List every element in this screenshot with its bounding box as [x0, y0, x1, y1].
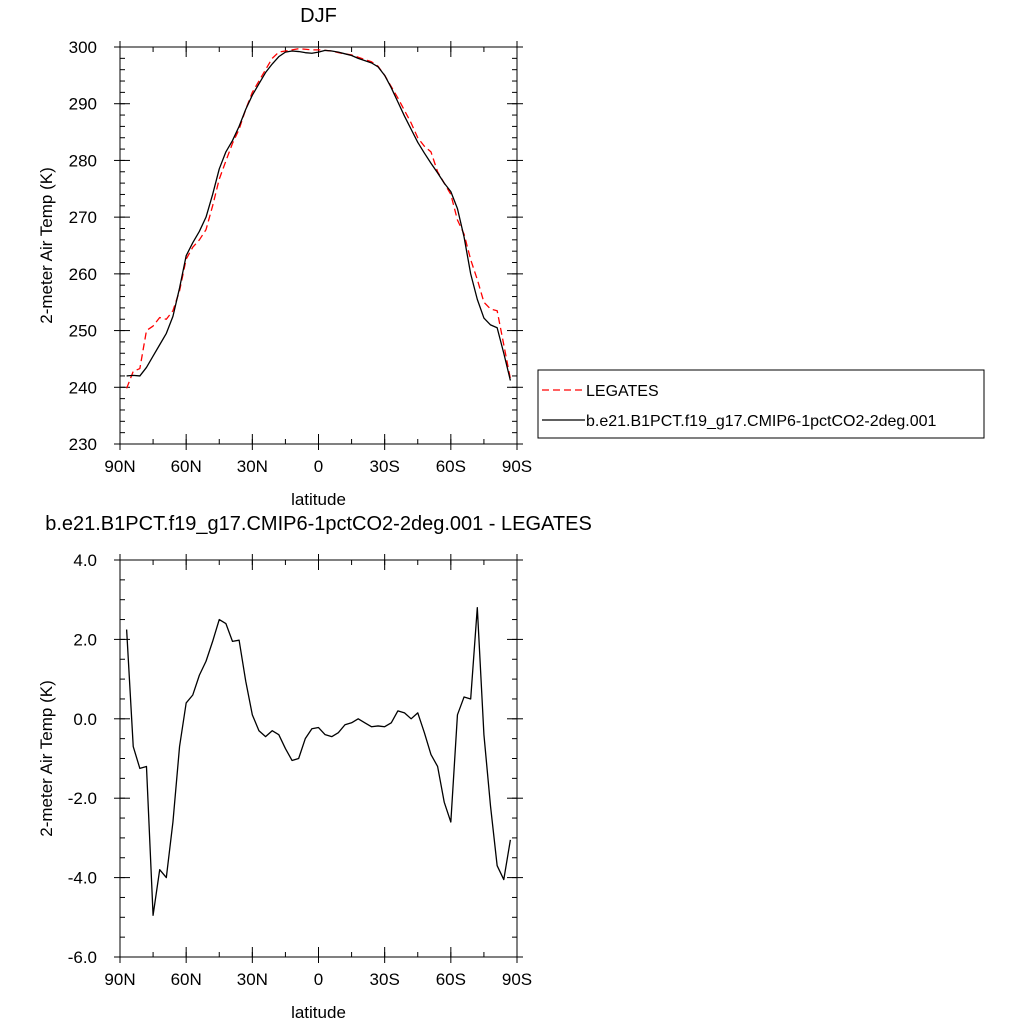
y-tick-label: 230 — [69, 435, 97, 454]
x-axis-label: latitude — [291, 490, 346, 509]
y-tick-label: 250 — [69, 322, 97, 341]
series-line-2 — [126, 49, 512, 381]
plot-frame — [119, 559, 518, 958]
x-tick-label: 0 — [314, 970, 323, 989]
y-axis-label: 2-meter Air Temp (K) — [37, 167, 56, 324]
y-tick-label: 240 — [69, 378, 97, 397]
y-tick-label: 260 — [69, 265, 97, 284]
y-tick-label: 2.0 — [73, 630, 97, 649]
x-tick-label: 90N — [104, 457, 135, 476]
legend: LEGATES b.e21.B1PCT.f19_g17.CMIP6-1pctCO2… — [537, 369, 985, 439]
x-axis-label: latitude — [291, 1003, 346, 1022]
x-tick-label: 30S — [370, 970, 400, 989]
y-tick-label: -4.0 — [68, 869, 97, 888]
legend-box — [537, 369, 985, 439]
x-tick-label: 30N — [237, 970, 268, 989]
x-tick-label: 60S — [436, 457, 466, 476]
y-tick-label: 0.0 — [73, 710, 97, 729]
y-tick-label: 270 — [69, 208, 97, 227]
y-axis-label: 2-meter Air Temp (K) — [37, 680, 56, 837]
y-tick-label: 300 — [69, 38, 97, 57]
x-tick-label: 90S — [502, 970, 532, 989]
x-tick-label: 60N — [171, 457, 202, 476]
x-tick-label: 30N — [237, 457, 268, 476]
x-tick-label: 90N — [104, 970, 135, 989]
y-tick-label: -2.0 — [68, 789, 97, 808]
plot-frame — [119, 46, 518, 445]
top-chart: DJF 90N 60N 30N 0 30S 60S 90S 230 240 250 260 270 280… — [37, 5, 532, 509]
chart-title: DJF — [300, 5, 337, 27]
legend-entry-2: b.e21.B1PCT.f19_g17.CMIP6-1pctCO2-2deg.0… — [586, 413, 937, 430]
legend-entry-1: LEGATES — [586, 383, 659, 400]
chart-title: b.e21.B1PCT.f19_g17.CMIP6-1pctCO2-2deg.0… — [45, 513, 592, 535]
y-tick-label: 290 — [69, 95, 97, 114]
x-tick-label: 0 — [314, 457, 323, 476]
series-line-1 — [125, 606, 512, 916]
x-tick-label: 60N — [171, 970, 202, 989]
y-tick-label: -6.0 — [68, 948, 97, 967]
x-tick-label: 60S — [436, 970, 466, 989]
y-tick-label: 280 — [69, 151, 97, 170]
x-tick-label: 90S — [502, 457, 532, 476]
bottom-chart: b.e21.B1PCT.f19_g17.CMIP6-1pctCO2-2deg.0… — [37, 513, 592, 1022]
series-line-1 — [126, 48, 512, 389]
x-tick-label: 30S — [370, 457, 400, 476]
y-tick-label: 4.0 — [73, 551, 97, 570]
